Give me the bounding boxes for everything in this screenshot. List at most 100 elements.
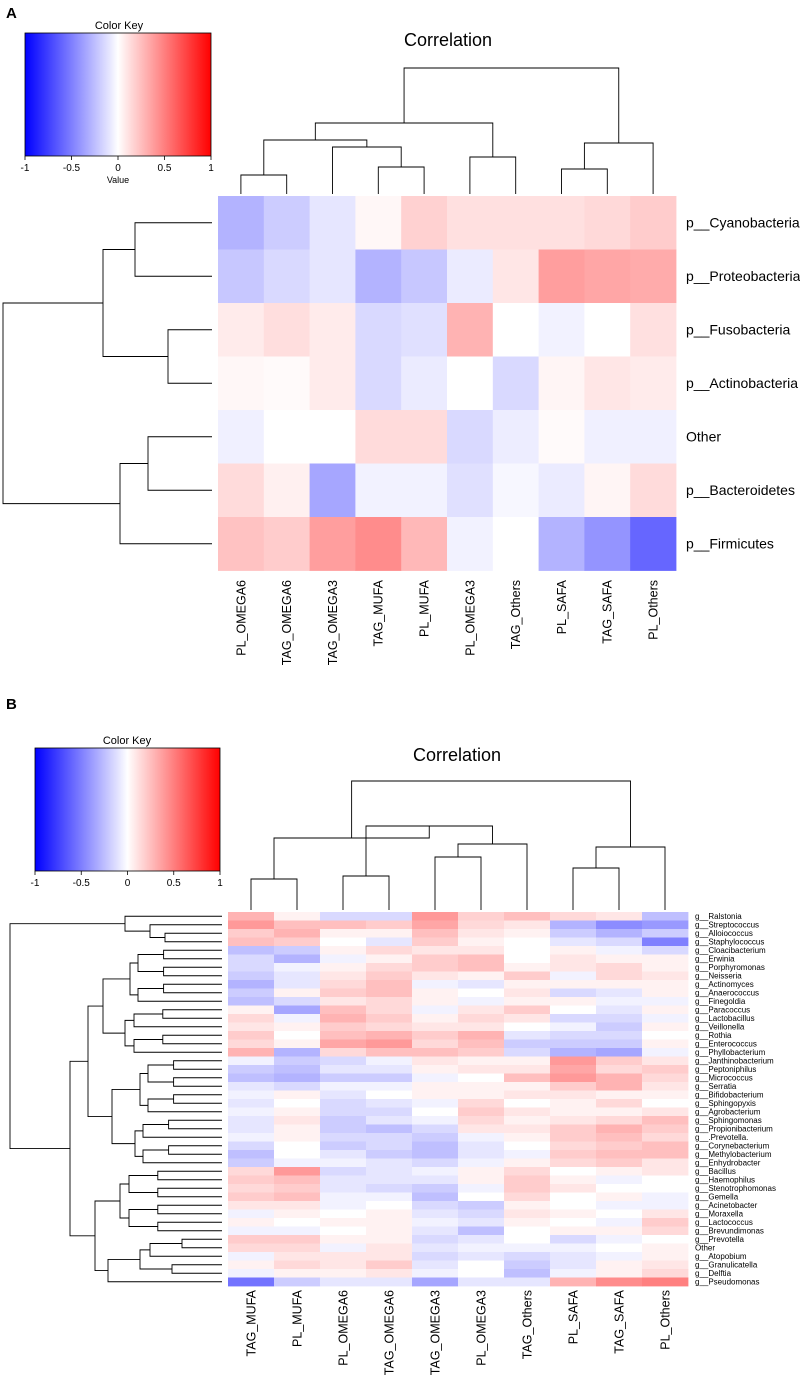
heatmap-cell (504, 1201, 551, 1210)
heatmap-cell (218, 356, 265, 411)
dendrogram-branch (2, 302, 120, 505)
heatmap-cell (550, 1260, 597, 1270)
heatmap-cell (596, 1150, 643, 1159)
column-label: PL_OMEGA3 (463, 580, 477, 656)
heatmap-cell (274, 1226, 321, 1236)
row-label: p__Proteobacteria (686, 268, 800, 284)
heatmap-cell (596, 937, 643, 947)
heatmap-cell (584, 303, 631, 357)
dendrogram-branch (102, 249, 168, 357)
column-label: PL_OMEGA6 (234, 580, 248, 656)
heatmap-cell (366, 1073, 413, 1083)
heatmap-cell (274, 1039, 321, 1049)
heatmap-cell (274, 1082, 321, 1091)
row-label: g__Micrococcus (695, 1074, 753, 1083)
heatmap-cell (309, 410, 356, 464)
heatmap-cell (584, 356, 631, 411)
heatmap-cell (458, 1243, 505, 1253)
heatmap-cell (366, 1107, 413, 1117)
dendrogram-branch (142, 1124, 222, 1138)
heatmap-cell (320, 1022, 367, 1032)
heatmap-cell (320, 1243, 367, 1253)
heatmap-cell (366, 988, 413, 998)
heatmap-cell (642, 1107, 689, 1117)
dendrogram-branch (128, 1209, 158, 1227)
heatmap-cell (412, 1269, 459, 1278)
heatmap-cell (320, 1048, 367, 1057)
column-label: TAG_SAFA (601, 579, 615, 643)
heatmap-cell (596, 1192, 643, 1202)
heatmap-cell (366, 1184, 413, 1193)
row-label: g__Peptoniphilus (695, 1065, 756, 1074)
heatmap-cell (642, 946, 689, 955)
heatmap-cell (218, 303, 265, 357)
heatmap-cell (492, 303, 539, 357)
heatmap-cell (218, 410, 265, 464)
dendrogram-branch (173, 1077, 222, 1087)
heatmap-cell (366, 912, 413, 921)
heatmap-cell (320, 1065, 367, 1074)
heatmap-cell (366, 1124, 413, 1134)
dendrogram-branch (157, 1221, 222, 1232)
panel-b-heatmap: g__Ralstoniag__Streptococcusg__Alloiococ… (228, 912, 776, 1375)
dendrogram-branch (163, 966, 222, 977)
heatmap-cell (263, 303, 310, 357)
heatmap-cell (550, 971, 597, 981)
heatmap-cell (274, 1235, 321, 1244)
heatmap-cell (458, 1039, 505, 1049)
heatmap-cell (596, 1014, 643, 1023)
heatmap-cell (228, 1158, 275, 1168)
heatmap-cell (355, 517, 402, 571)
heatmap-cell (538, 303, 585, 357)
column-label: PL_Others (646, 580, 660, 640)
heatmap-cell (504, 1031, 551, 1040)
heatmap-cell (320, 937, 367, 947)
heatmap-cell (366, 1116, 413, 1125)
panel-a-column-dendrogram (240, 67, 654, 194)
heatmap-cell (366, 1022, 413, 1032)
dendrogram-branch (157, 1187, 222, 1198)
heatmap-cell (550, 988, 597, 998)
heatmap-cell (274, 1218, 321, 1227)
heatmap-cell (550, 1201, 597, 1210)
heatmap-cell (642, 1184, 689, 1193)
heatmap-cell (550, 1141, 597, 1151)
heatmap-cell (320, 920, 367, 930)
heatmap-cell (320, 1141, 367, 1151)
panel-b-column-dendrogram (250, 780, 666, 910)
heatmap-cell (274, 912, 321, 921)
dendrogram-branch (139, 1073, 148, 1106)
heatmap-cell (320, 1116, 367, 1125)
dendrogram-branch (181, 1238, 222, 1249)
color-key-tick-label: 0 (115, 163, 121, 174)
dendrogram-branch (9, 923, 125, 1149)
heatmap-cell (320, 1209, 367, 1219)
heatmap-cell (412, 1005, 459, 1015)
row-label: g__Actinomyces (695, 980, 754, 989)
heatmap-cell (458, 1141, 505, 1151)
panel-b: B Color Key -1 -0.5 0 0.5 1 Correlation g__R… (6, 696, 776, 1375)
heatmap-cell (320, 912, 367, 921)
dendrogram-branch (134, 222, 212, 277)
heatmap-cell (320, 954, 367, 964)
row-label: g__Agrobacterium (695, 1108, 761, 1117)
heatmap-cell (550, 937, 597, 947)
heatmap-cell (492, 356, 539, 411)
heatmap-cell (504, 1090, 551, 1100)
heatmap-cell (412, 1209, 459, 1219)
heatmap-cell (366, 1048, 413, 1057)
heatmap-cell (274, 1184, 321, 1193)
heatmap-cell (401, 249, 448, 304)
heatmap-cell (642, 1031, 689, 1040)
heatmap-cell (366, 1090, 413, 1100)
heatmap-cell (630, 303, 677, 357)
heatmap-cell (412, 1090, 459, 1100)
heatmap-cell (504, 1150, 551, 1159)
heatmap-cell (458, 1031, 505, 1040)
panel-b-row-dendrogram (9, 915, 222, 1283)
heatmap-cell (458, 1184, 505, 1193)
heatmap-cell (228, 946, 275, 955)
heatmap-cell (412, 1167, 459, 1176)
heatmap-cell (412, 954, 459, 964)
heatmap-cell (550, 1277, 597, 1287)
